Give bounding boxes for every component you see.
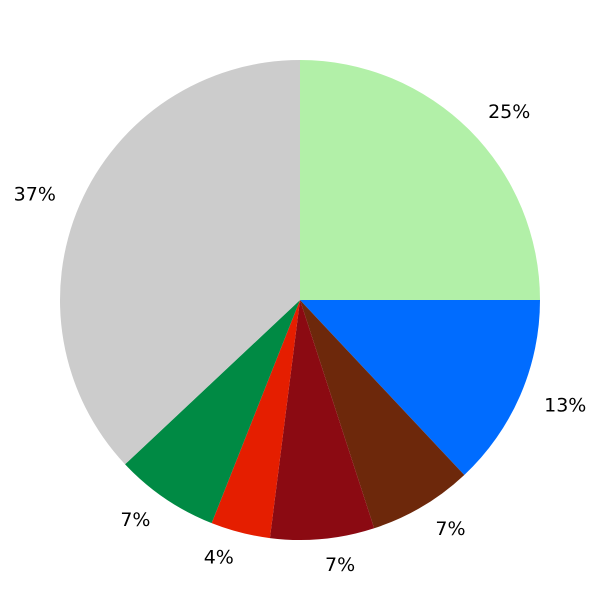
slice-label: 37% bbox=[14, 183, 56, 205]
slice-label: 7% bbox=[325, 554, 355, 576]
pie-slice bbox=[300, 300, 465, 529]
slice-label: 25% bbox=[488, 101, 530, 123]
pie-slice bbox=[59, 60, 301, 465]
pie-slice bbox=[300, 300, 540, 475]
pie-slices bbox=[59, 60, 540, 541]
pie-slice bbox=[211, 300, 300, 539]
pie-slice bbox=[300, 60, 540, 300]
slice-label: 4% bbox=[204, 547, 234, 569]
pie-slice bbox=[269, 300, 375, 541]
slice-label: 7% bbox=[120, 509, 150, 531]
pie-slice bbox=[125, 300, 300, 524]
pie-labels: 25% 13% 7% 7% 4% 7% 37% bbox=[14, 101, 587, 576]
slice-label: 13% bbox=[544, 395, 586, 417]
slice-label: 7% bbox=[435, 518, 465, 540]
